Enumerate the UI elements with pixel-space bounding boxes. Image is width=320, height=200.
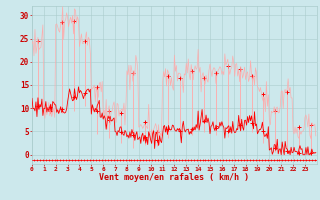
- X-axis label: Vent moyen/en rafales ( km/h ): Vent moyen/en rafales ( km/h ): [100, 173, 249, 182]
